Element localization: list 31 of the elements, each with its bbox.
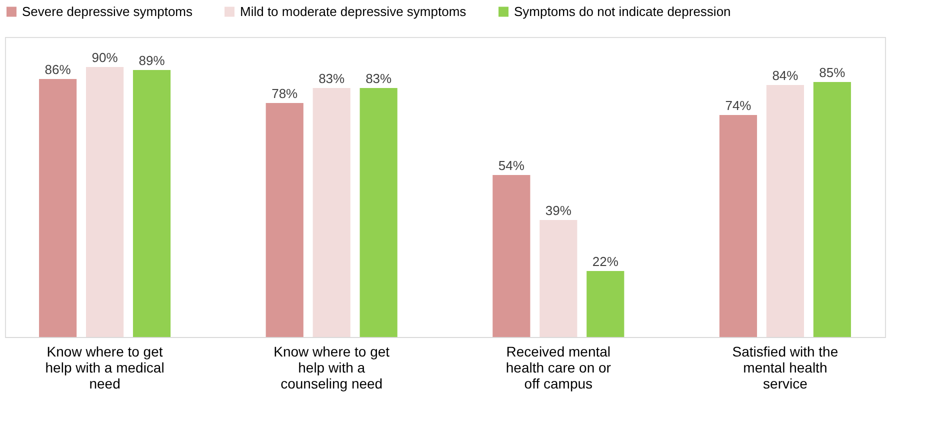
bar [540,220,578,337]
bar [266,103,304,337]
data-label: 83% [318,71,346,86]
data-label: 74% [725,98,752,113]
bar [132,70,171,337]
bar [312,88,350,337]
data-label: 22% [592,254,619,269]
bar [360,88,398,337]
bar [766,85,804,337]
data-label: 90% [92,50,118,65]
bar [39,79,77,337]
data-label: 84% [772,68,799,83]
legend-label: Severe depressive symptoms [22,4,194,19]
bar [86,67,124,337]
data-label: 89% [138,53,166,68]
data-label: 78% [272,86,298,101]
legend-label: Symptoms do not indicate depression [514,4,731,19]
x-tick-label: Know where to get help with a medical need [45,344,164,392]
bar [492,175,530,337]
bar [586,271,624,337]
bar [719,115,758,337]
x-tick-label: Received mental health care on or off campus [506,344,612,392]
x-tick-label: Satisfied with the mental health service [732,344,838,392]
data-label: 83% [366,71,392,86]
bar [813,82,851,337]
data-label: 86% [44,62,72,77]
x-tick-label: Know where to get help with a counseling need [274,344,390,392]
data-label: 39% [545,203,572,218]
legend-label: Mild to moderate depressive symptoms [240,4,467,19]
data-label: 85% [819,65,846,80]
data-label: 54% [498,158,525,173]
